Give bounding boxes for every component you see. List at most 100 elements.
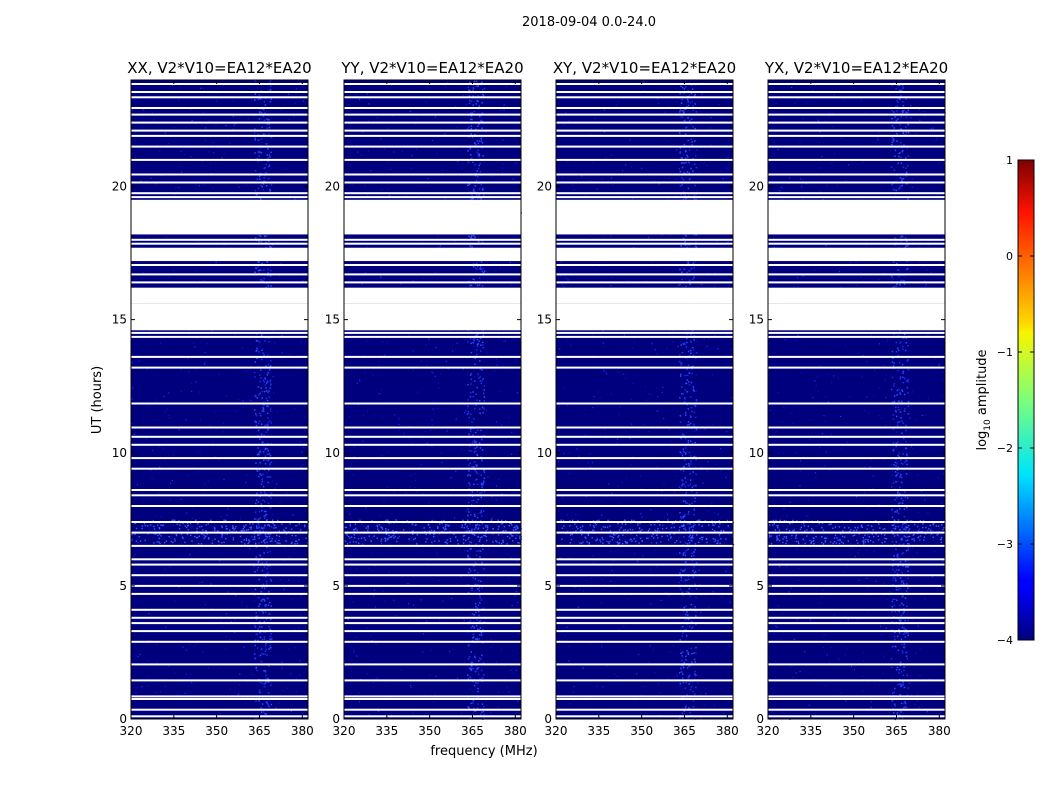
burst-pixel bbox=[492, 541, 494, 543]
noise-pixel bbox=[833, 94, 835, 96]
noise-pixel bbox=[475, 440, 477, 442]
noise-pixel bbox=[597, 391, 599, 393]
noise-pixel bbox=[695, 596, 697, 598]
rfi-pixel bbox=[689, 483, 691, 485]
rfi-pixel bbox=[679, 520, 681, 522]
rfi-pixel bbox=[259, 517, 261, 519]
rfi-pixel bbox=[469, 337, 472, 340]
noise-pixel bbox=[279, 578, 282, 581]
noise-pixel bbox=[720, 448, 722, 450]
noise-pixel bbox=[603, 131, 606, 133]
rfi-pixel bbox=[267, 421, 269, 424]
rfi-pixel bbox=[474, 236, 476, 238]
rfi-pixel bbox=[684, 150, 687, 153]
rfi-pixel bbox=[258, 394, 260, 396]
noise-pixel bbox=[934, 357, 936, 359]
rfi-pixel bbox=[694, 524, 696, 526]
rfi-pixel bbox=[257, 561, 260, 563]
noise-pixel bbox=[703, 338, 705, 340]
burst-pixel bbox=[186, 522, 189, 525]
burst-pixel bbox=[135, 527, 138, 530]
noise-pixel bbox=[370, 635, 372, 637]
noise-pixel bbox=[434, 116, 437, 118]
rfi-pixel bbox=[476, 478, 478, 481]
flagged-line bbox=[556, 289, 733, 292]
noise-pixel bbox=[567, 161, 569, 163]
burst-pixel bbox=[575, 530, 577, 532]
rfi-pixel bbox=[268, 126, 271, 129]
noise-pixel bbox=[508, 488, 510, 490]
rfi-pixel bbox=[473, 707, 475, 710]
burst-pixel bbox=[217, 530, 219, 532]
noise-pixel bbox=[648, 431, 650, 433]
burst-pixel bbox=[439, 523, 441, 525]
noise-pixel bbox=[142, 109, 144, 111]
noise-pixel bbox=[359, 380, 361, 382]
rfi-pixel bbox=[264, 448, 266, 451]
burst-pixel bbox=[299, 529, 302, 531]
rfi-pixel bbox=[687, 651, 689, 654]
rfi-pixel bbox=[685, 659, 687, 661]
noise-pixel bbox=[444, 133, 446, 135]
rfi-pixel bbox=[684, 389, 687, 391]
noise-pixel bbox=[693, 349, 695, 351]
rfi-pixel bbox=[269, 190, 271, 192]
rfi-pixel bbox=[477, 373, 479, 375]
rfi-pixel bbox=[263, 277, 265, 280]
noise-pixel bbox=[638, 653, 640, 656]
noise-pixel bbox=[455, 106, 457, 108]
rfi-pixel bbox=[467, 571, 470, 574]
flagged-line bbox=[344, 715, 521, 718]
flagged-line bbox=[131, 531, 308, 534]
noise-pixel bbox=[585, 194, 587, 196]
burst-pixel bbox=[162, 524, 164, 526]
rfi-pixel bbox=[259, 473, 261, 475]
noise-pixel bbox=[159, 342, 161, 344]
burst-pixel bbox=[363, 537, 366, 539]
noise-pixel bbox=[904, 580, 906, 582]
noise-pixel bbox=[729, 284, 731, 286]
rfi-pixel bbox=[471, 613, 474, 615]
burst-pixel bbox=[350, 536, 353, 538]
noise-pixel bbox=[368, 103, 370, 105]
noise-pixel bbox=[845, 700, 847, 702]
rfi-pixel bbox=[477, 100, 479, 103]
noise-pixel bbox=[426, 562, 428, 564]
flagged-line bbox=[131, 96, 308, 99]
rfi-pixel bbox=[692, 170, 694, 172]
noise-pixel bbox=[191, 506, 193, 508]
rfi-pixel bbox=[689, 595, 692, 597]
burst-pixel bbox=[600, 528, 603, 531]
rfi-pixel bbox=[691, 141, 693, 143]
rfi-pixel bbox=[480, 140, 482, 143]
burst-pixel bbox=[717, 542, 719, 544]
rfi-pixel bbox=[254, 361, 256, 363]
rfi-pixel bbox=[259, 111, 261, 113]
rfi-pixel bbox=[482, 89, 484, 91]
burst-pixel bbox=[249, 526, 251, 529]
noise-pixel bbox=[676, 149, 678, 151]
rfi-pixel bbox=[685, 127, 687, 129]
noise-pixel bbox=[855, 284, 857, 286]
noise-pixel bbox=[466, 510, 468, 512]
flagged-line bbox=[556, 296, 733, 298]
rfi-pixel bbox=[474, 562, 477, 564]
rfi-pixel bbox=[478, 284, 481, 286]
noise-pixel bbox=[463, 404, 466, 406]
noise-pixel bbox=[562, 497, 564, 499]
rfi-pixel bbox=[260, 660, 263, 663]
rfi-pixel bbox=[479, 376, 482, 378]
noise-pixel bbox=[258, 602, 260, 605]
burst-pixel bbox=[413, 538, 415, 541]
rfi-pixel bbox=[471, 197, 473, 199]
noise-pixel bbox=[926, 711, 928, 713]
burst-pixel bbox=[607, 541, 609, 543]
noise-pixel bbox=[775, 431, 777, 433]
burst-pixel bbox=[585, 537, 587, 539]
rfi-pixel bbox=[260, 648, 263, 650]
burst-pixel bbox=[579, 529, 582, 532]
rfi-pixel bbox=[479, 266, 482, 268]
rfi-pixel bbox=[260, 184, 262, 187]
rfi-pixel bbox=[268, 613, 271, 615]
rfi-pixel bbox=[265, 424, 267, 426]
